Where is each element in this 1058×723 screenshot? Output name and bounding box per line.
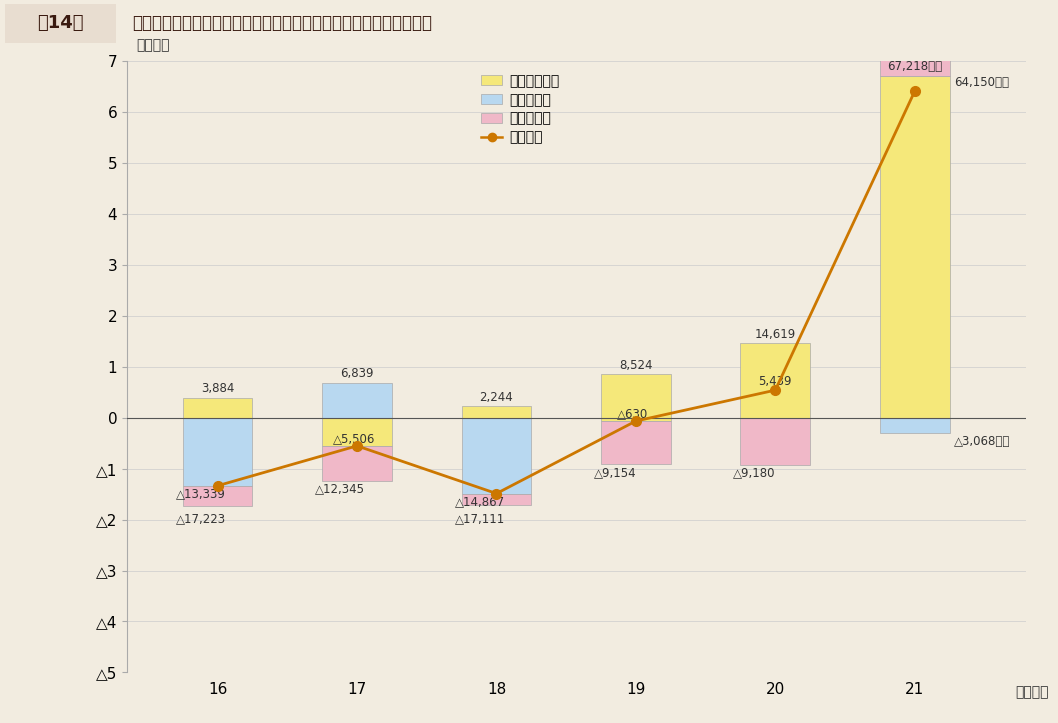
Text: △9,180: △9,180 <box>733 466 776 479</box>
Bar <box>880 10 950 76</box>
Text: 6,839: 6,839 <box>341 367 373 380</box>
Bar <box>461 494 531 505</box>
Bar <box>461 406 531 418</box>
Bar <box>601 418 671 421</box>
Text: △5,506: △5,506 <box>333 432 376 445</box>
Legend: その他の経費, 義務的経費, 投資的経費, 純増減額: その他の経費, 義務的経費, 投資的経費, 純増減額 <box>476 69 565 150</box>
Text: △17,111: △17,111 <box>455 512 505 525</box>
Text: △17,223: △17,223 <box>176 513 226 526</box>
Text: 歳出決算増減額に占める義務的経費、投資的経費等の増減額の推移: 歳出決算増減額に占める義務的経費、投資的経費等の増減額の推移 <box>132 14 433 32</box>
Text: △14,867: △14,867 <box>455 495 505 508</box>
Bar <box>322 383 391 418</box>
Text: 第14図: 第14図 <box>37 14 84 32</box>
Text: 67,218億円: 67,218億円 <box>888 60 943 72</box>
Bar <box>601 421 671 464</box>
Text: △9,154: △9,154 <box>594 466 637 479</box>
Text: 2,244: 2,244 <box>479 391 513 404</box>
Text: 14,619: 14,619 <box>754 328 796 341</box>
Text: 8,524: 8,524 <box>619 359 653 372</box>
Text: 5,439: 5,439 <box>759 375 792 388</box>
Bar <box>322 446 391 481</box>
Bar <box>461 418 531 494</box>
Bar <box>183 486 253 505</box>
Text: △630: △630 <box>618 407 649 420</box>
Text: △13,339: △13,339 <box>176 487 225 500</box>
Bar <box>880 76 950 418</box>
Bar <box>741 418 810 465</box>
Bar <box>183 398 253 418</box>
Bar <box>741 343 810 418</box>
FancyBboxPatch shape <box>5 4 116 43</box>
Bar <box>880 418 950 434</box>
Text: 64,150億円: 64,150億円 <box>953 76 1008 89</box>
Text: （兆円）: （兆円） <box>136 38 170 52</box>
Text: △3,068億円: △3,068億円 <box>953 435 1010 448</box>
Text: △12,345: △12,345 <box>315 482 365 495</box>
Bar <box>322 418 391 446</box>
Text: 3,884: 3,884 <box>201 382 234 395</box>
Text: （年度）: （年度） <box>1015 685 1048 699</box>
Bar <box>601 375 671 418</box>
Bar <box>183 418 253 486</box>
